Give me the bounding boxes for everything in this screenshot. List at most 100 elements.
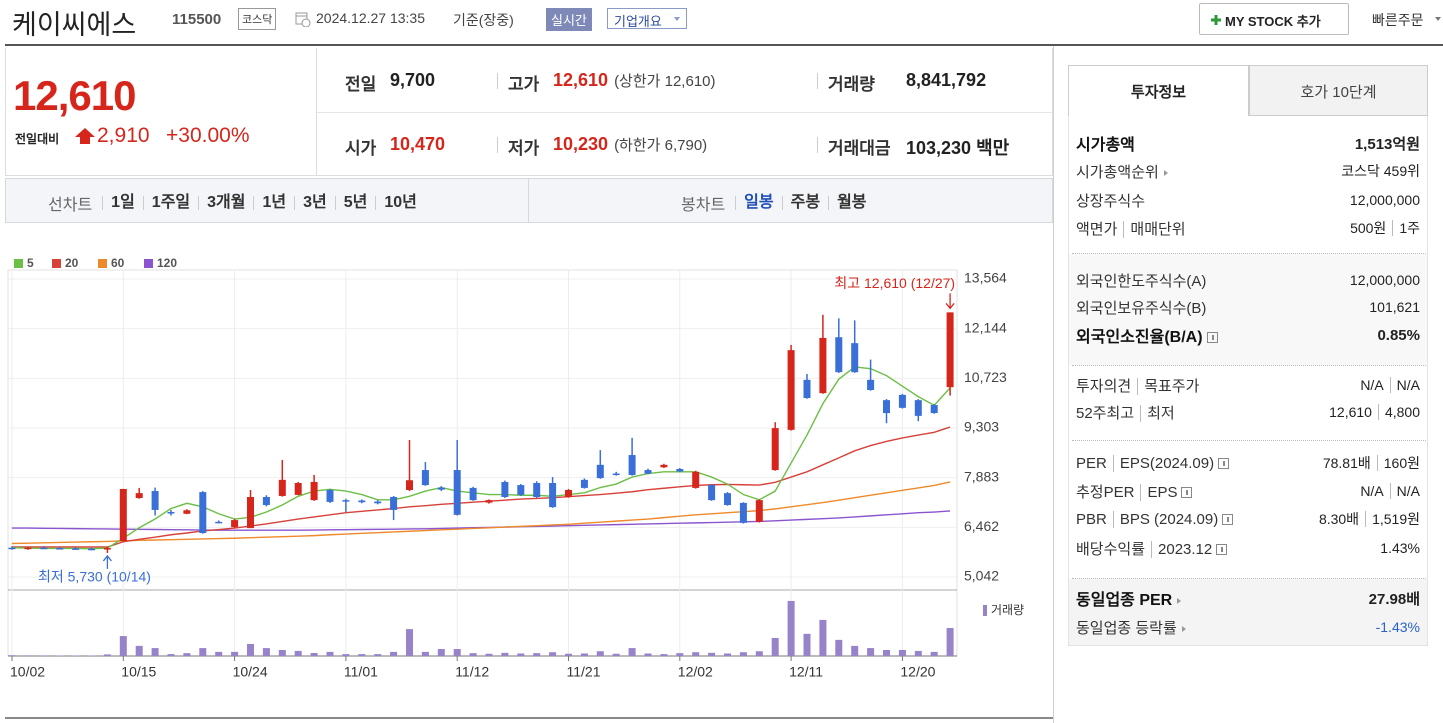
info-label: 동일업종 등락률	[1076, 617, 1186, 638]
help-icon	[1222, 514, 1234, 526]
label-sub: EPS	[1140, 483, 1178, 501]
chart-tab[interactable]: 1주일	[142, 195, 198, 211]
candle-body	[835, 337, 843, 373]
x-tick-label: 10/15	[121, 664, 156, 680]
volume-bar	[151, 648, 159, 656]
info-value: 500원 1주	[1350, 218, 1420, 238]
stat-value: 8,841,792	[906, 70, 987, 90]
chart-tab[interactable]: 주봉	[781, 195, 828, 211]
info-row: 투자의견 목표주가 N/A N/A	[1076, 374, 1420, 396]
stat-value-row: 9,700	[390, 70, 435, 91]
value-sub: 4,800	[1377, 404, 1420, 420]
quick-order[interactable]: 빠른주문	[1372, 12, 1424, 28]
info-row: 시가총액순위 코스닥 459위	[1076, 160, 1420, 182]
chart-tab[interactable]: 5년	[334, 195, 376, 211]
candle-body	[819, 337, 827, 394]
candle-body	[724, 493, 731, 506]
volume-bar	[596, 651, 604, 656]
volume-bar	[421, 651, 429, 656]
info-value: 1,513억원	[1355, 133, 1420, 154]
volume-bar	[580, 653, 588, 656]
info-row: 추정PER EPS N/A N/A	[1076, 480, 1420, 502]
chart-tab[interactable]: 1년	[253, 195, 294, 211]
candle-body	[247, 496, 254, 529]
candle-body	[930, 405, 938, 414]
candle-body	[374, 501, 382, 504]
label-main: PBR	[1076, 510, 1107, 528]
mystock-button[interactable]: MY STOCK 추가	[1199, 3, 1349, 35]
stat-sep	[817, 137, 818, 153]
candle-body	[946, 312, 954, 388]
chart-tab[interactable]: 3년	[294, 195, 335, 211]
candle-body	[485, 500, 493, 503]
chart-tab[interactable]: 10년	[375, 195, 425, 211]
value-main: 500원	[1350, 220, 1387, 236]
volume-bar	[819, 619, 827, 656]
volume-bar	[676, 653, 684, 656]
info-value: N/A N/A	[1360, 483, 1420, 499]
info-label: 추정PER EPS	[1076, 481, 1193, 502]
stat-value-row: 10,230 (하한가 6,790)	[553, 134, 707, 155]
volume-bar	[390, 651, 398, 656]
volume-bar	[326, 651, 334, 656]
info-value: 27.98배	[1369, 588, 1420, 609]
chart-tab[interactable]: 1일	[102, 195, 143, 211]
mystock-text: MY STOCK 추가	[1225, 14, 1321, 29]
volume-bar	[119, 636, 127, 656]
overview-button[interactable]: 기업개요	[607, 8, 687, 29]
volume-bar	[262, 648, 270, 656]
candle-body	[549, 483, 557, 508]
label-main: 투자의견	[1076, 377, 1132, 395]
label-sub: BPS (2024.09)	[1112, 510, 1219, 528]
volume-bar	[135, 645, 143, 656]
group-sep	[1072, 253, 1426, 254]
volume-bar	[851, 645, 859, 656]
candle-body	[914, 400, 922, 416]
label-main: 동일업종 PER	[1076, 592, 1173, 609]
stat-value: 12,610	[553, 70, 609, 90]
info-value: 12,610 4,800	[1329, 404, 1420, 420]
datetime: 2024.12.27 13:35	[316, 10, 425, 26]
candle-body	[135, 493, 143, 499]
volume-bar	[660, 654, 668, 656]
info-row: 상장주식수 12,000,000	[1076, 189, 1420, 211]
value-main: 12,000,000	[1349, 272, 1420, 288]
volume-bar	[469, 653, 477, 656]
change-value: 2,910	[97, 124, 150, 147]
chart: 5,042 6,462 7,883 9,303 10,723 12,144 13,564 10…	[7, 256, 1024, 680]
info-label: 52주최고 최저	[1076, 402, 1175, 423]
panel-border	[1053, 46, 1054, 723]
stat-label: 전일	[345, 75, 377, 94]
stat-value: 103,230 백만	[906, 138, 1010, 158]
volume-bar	[485, 653, 493, 656]
stat-value: 10,230	[553, 134, 609, 154]
dropdown-arrow	[674, 17, 680, 21]
realtime-button[interactable]: 실시간	[546, 8, 592, 31]
chart-tabs-divider	[528, 179, 529, 222]
value-main: 12,610	[1329, 404, 1372, 420]
help-icon	[1218, 458, 1230, 470]
group-bg	[1069, 579, 1427, 645]
candle-chart-tabs: 봉차트 일봉 주봉 월봉	[681, 191, 875, 215]
volume-bar	[199, 648, 207, 656]
stat-sep	[497, 137, 498, 153]
info-value: N/A N/A	[1360, 377, 1420, 393]
tab[interactable]: 호가 10단계	[1249, 65, 1428, 116]
y-tick-label: 13,564	[964, 270, 1007, 286]
candle-body	[421, 470, 429, 486]
tab-active[interactable]: 투자정보	[1068, 65, 1249, 116]
value-sub: 160원	[1376, 455, 1420, 471]
info-row: 배당수익률 2023.12 1.43%	[1076, 537, 1420, 559]
help-icon	[1181, 487, 1193, 499]
label-main: 52주최고	[1076, 404, 1135, 422]
arrow-icon	[1177, 597, 1182, 604]
header-rule	[5, 44, 1443, 46]
change-rate: +30.00%	[166, 124, 250, 147]
info-value: 1.43%	[1380, 540, 1420, 556]
legend-swatch	[144, 259, 153, 268]
chart-tab[interactable]: 3개월	[198, 195, 253, 211]
stat-value: 10,470	[390, 134, 446, 154]
chart-tab[interactable]: 월봉	[828, 195, 874, 211]
chart-tab[interactable]: 일봉	[735, 195, 781, 211]
